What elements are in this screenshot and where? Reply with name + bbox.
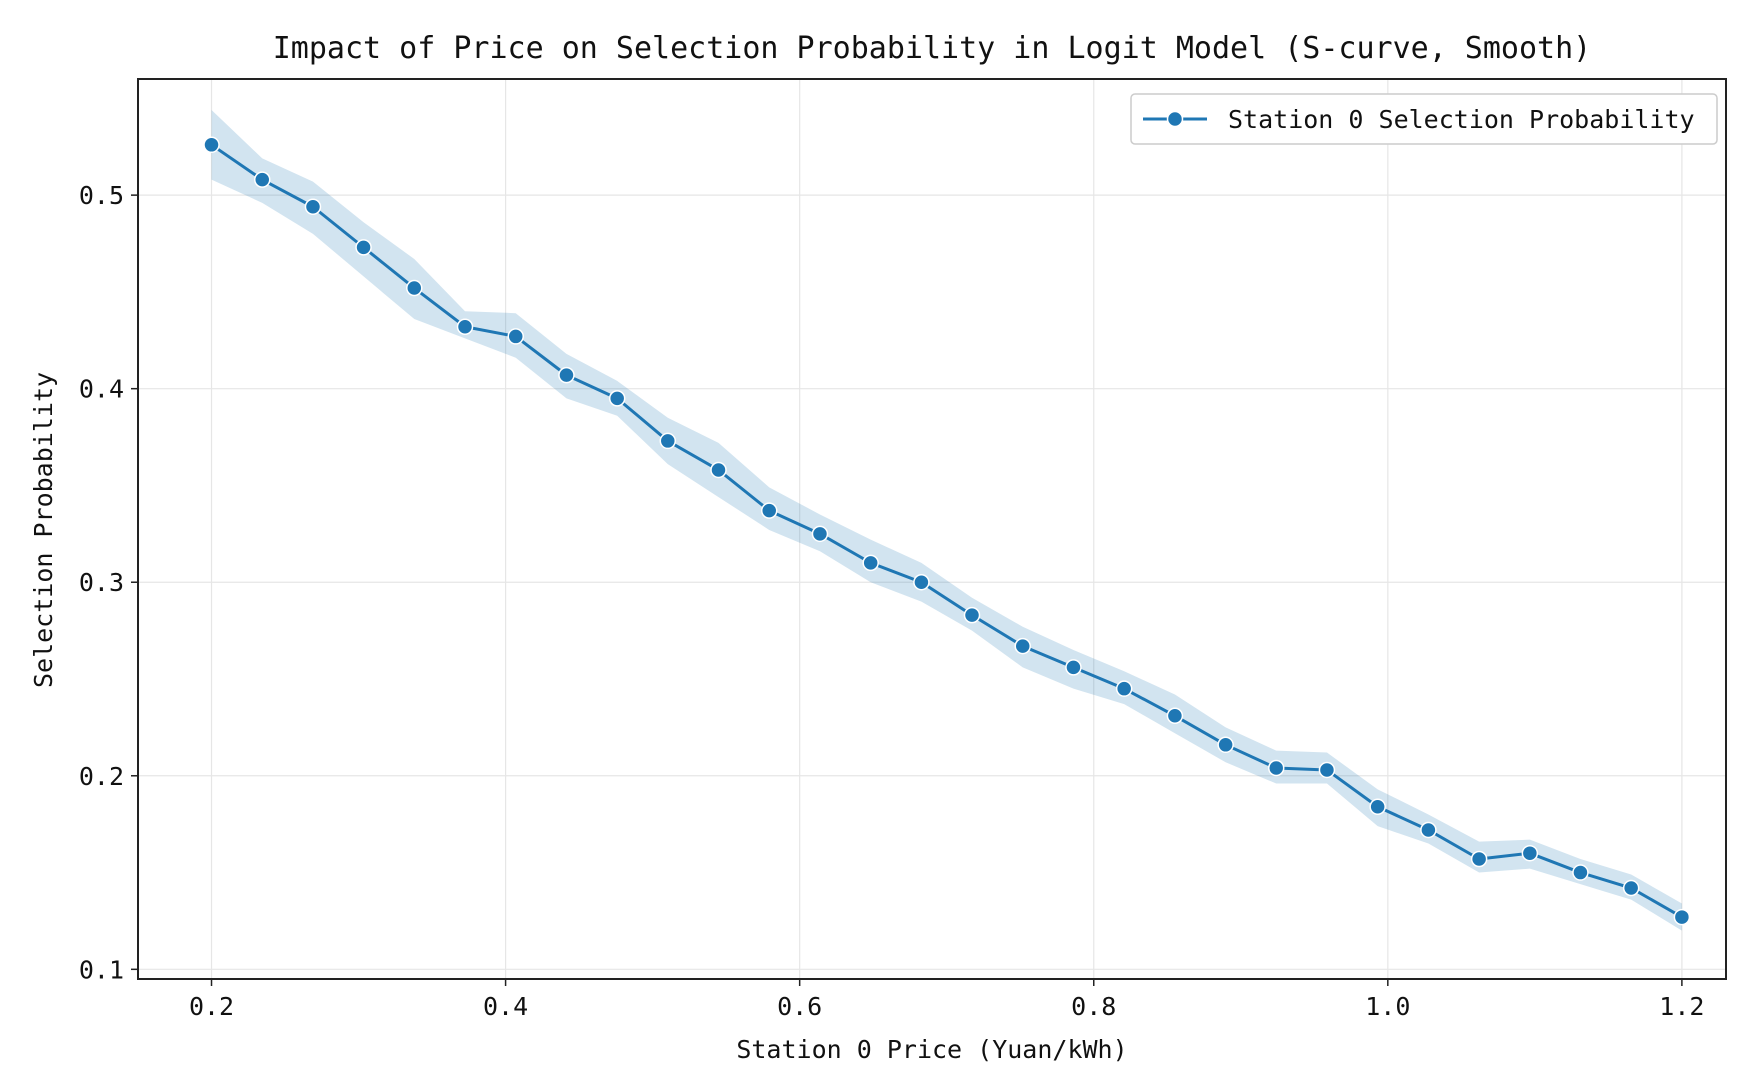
x-tick-label: 1.0 [1365,992,1410,1021]
y-tick-label: 0.1 [79,955,124,984]
series-line-layer [210,143,1683,919]
data-point [913,573,930,591]
data-point [507,328,524,345]
y-axis-label: Selection Probability [29,372,58,688]
data-point [1521,844,1539,862]
data-point [1572,864,1589,881]
legend-label: Station 0 Selection Probability [1228,105,1695,134]
y-tick-label: 0.2 [79,762,124,791]
data-point [710,461,727,479]
data-point [1065,659,1082,676]
data-point [963,606,981,624]
data-point [1217,736,1234,754]
data-point [1673,908,1691,926]
data-point [203,136,220,154]
data-point [659,432,677,450]
data-point [811,525,829,543]
data-point [760,502,778,519]
data-point [456,318,474,335]
plot-frame [137,78,1727,980]
data-point [1014,637,1031,655]
legend-box [1130,93,1718,145]
data-point [608,390,626,407]
data-point [558,366,575,384]
x-tick-label: 0.6 [777,992,822,1021]
data-point [1267,759,1285,777]
x-axis-ticks: 0.2 0.4 0.6 0.8 1.0 1.2 [189,979,1704,1021]
data-point [1622,879,1640,897]
x-tick-label: 0.4 [483,992,528,1021]
data-point [304,198,322,215]
data-point [1318,761,1336,779]
y-axis-ticks: 0.1 0.2 0.3 0.4 0.5 [79,181,138,984]
data-point [862,554,879,572]
data-point [1166,707,1184,725]
data-point [1420,821,1437,839]
y-tick-label: 0.5 [79,181,124,210]
data-point [1369,798,1386,815]
data-point [1115,680,1133,697]
x-axis-label: Station 0 Price (Yuan/kWh) [736,1035,1127,1064]
data-point [406,279,423,297]
x-tick-label: 0.8 [1071,992,1116,1021]
series-line [210,143,1683,919]
data-point [355,239,372,256]
grid-lines [138,79,1726,979]
legend: Station 0 Selection Probability [1130,93,1718,145]
y-tick-label: 0.3 [79,568,124,597]
y-tick-label: 0.4 [79,375,124,404]
data-point [1470,850,1488,868]
x-tick-label: 1.2 [1659,992,1704,1021]
data-points-layer [203,136,1691,926]
x-tick-label: 0.2 [189,992,234,1021]
chart-title: Impact of Price on Selection Probability… [273,31,1592,66]
legend-marker [1166,110,1184,128]
data-point [253,171,271,188]
